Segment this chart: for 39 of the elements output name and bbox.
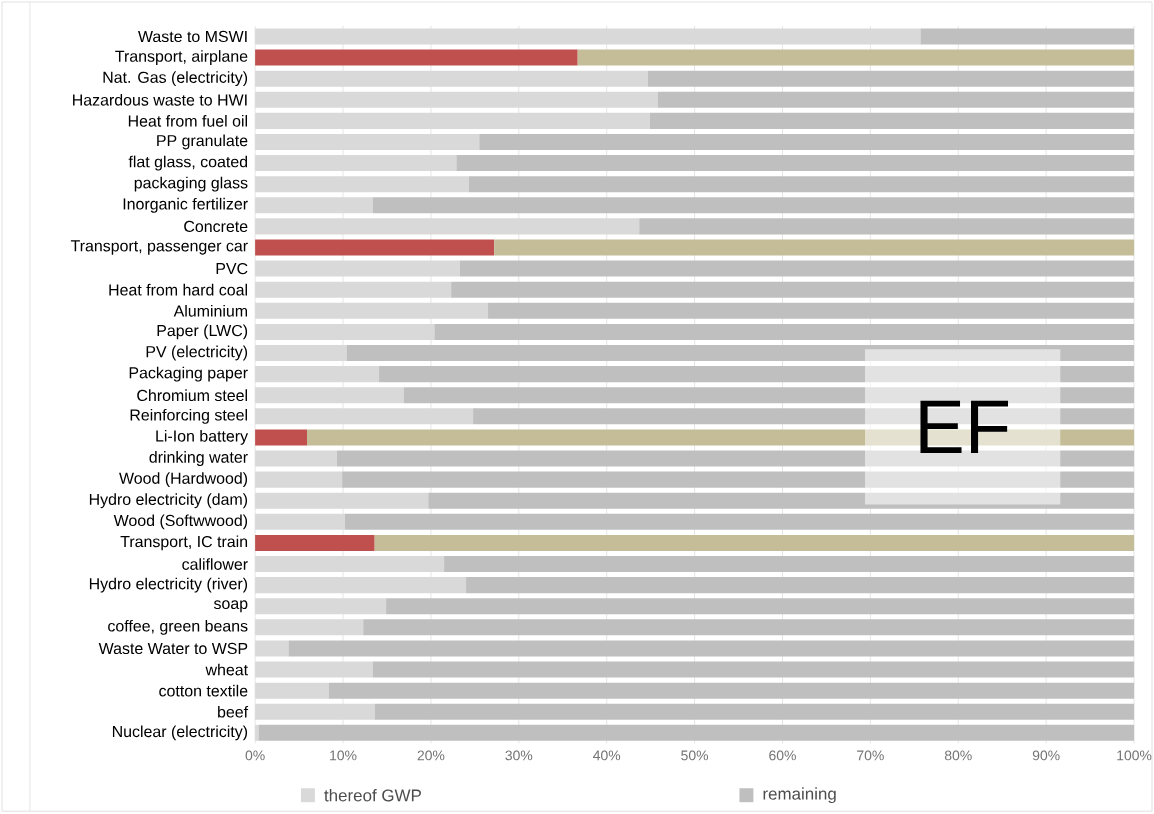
- bar: [657, 92, 1135, 109]
- bar: [363, 619, 1135, 636]
- legend-label: thereof GWP: [324, 789, 421, 802]
- bar: [344, 514, 1135, 531]
- bar: [255, 429, 307, 446]
- bar: [255, 239, 495, 256]
- bar: [444, 556, 1135, 573]
- bar: [403, 387, 1135, 404]
- bar: [649, 113, 1135, 130]
- bar: [372, 661, 1135, 678]
- bar: [346, 345, 1135, 362]
- bar: [459, 260, 1135, 278]
- bar: [494, 239, 1135, 256]
- annotation: EF: [920, 401, 1009, 454]
- bar: [434, 324, 1135, 341]
- bar: [379, 366, 1135, 383]
- bar: [328, 683, 1135, 700]
- bar: [374, 704, 1135, 721]
- bar: [336, 450, 1135, 467]
- bar: [255, 49, 578, 66]
- bar: [639, 218, 1135, 235]
- legend-label: remaining: [763, 787, 836, 804]
- bar: [466, 577, 1135, 594]
- bar: [920, 28, 1135, 45]
- bar: [451, 282, 1135, 299]
- bar: [648, 71, 1135, 88]
- bar: [428, 493, 1135, 510]
- bar: [488, 303, 1135, 320]
- bar: [577, 49, 1135, 66]
- bar: [255, 535, 375, 552]
- bar: [386, 598, 1135, 615]
- bar: [374, 535, 1135, 552]
- bar: [288, 640, 1135, 657]
- bar: [456, 155, 1135, 172]
- bar: [342, 472, 1135, 489]
- bar: [479, 134, 1135, 151]
- bar: [372, 197, 1135, 214]
- bar: [258, 725, 1135, 742]
- bar: [468, 176, 1135, 193]
